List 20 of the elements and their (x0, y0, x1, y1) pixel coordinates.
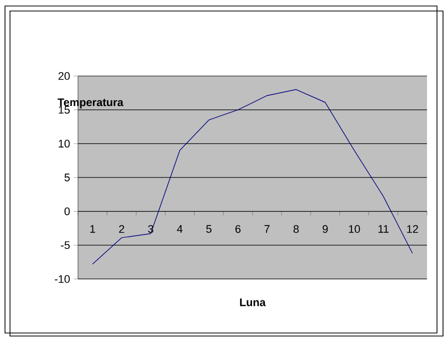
x-tick-label: 8 (294, 225, 299, 233)
x-tick-label: 12 (407, 225, 418, 233)
x-tick-label: 6 (235, 225, 241, 233)
x-tick-label: 11 (378, 225, 389, 233)
y-tick-label: 5 (64, 174, 70, 182)
x-tick-label: 2 (119, 225, 124, 233)
x-tick-label: 7 (264, 225, 270, 233)
y-tick-label: -10 (54, 275, 70, 283)
x-tick-label: 1 (90, 225, 96, 233)
x-tick-label: 5 (206, 225, 212, 233)
x-tick-label: 10 (349, 225, 360, 233)
y-tick-label: 20 (58, 72, 70, 80)
x-tick-label: 4 (176, 225, 183, 233)
y-tick-label: 10 (58, 140, 70, 148)
x-axis-title: Luna (240, 298, 266, 306)
y-tick-label: 15 (58, 106, 70, 114)
y-tick-label: -5 (60, 241, 70, 249)
y-tick-label: 0 (64, 207, 70, 216)
x-tick-label: 9 (322, 225, 328, 233)
y-axis-title: Temperatura (58, 98, 124, 108)
